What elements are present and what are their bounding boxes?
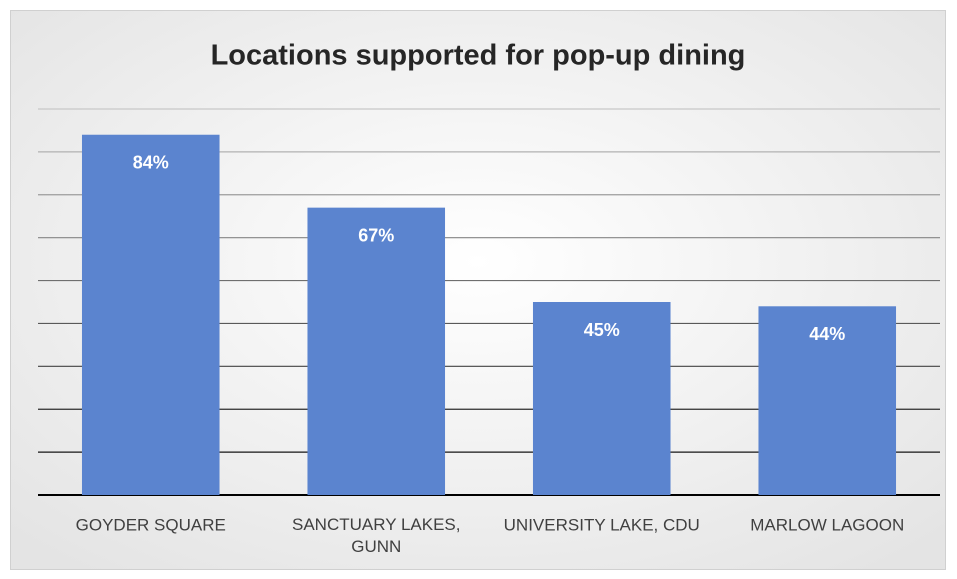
x-tick-label: MARLOW LAGOON [750, 515, 904, 534]
bar [81, 134, 220, 495]
x-tick-label-line: GUNN [351, 538, 401, 557]
data-label: 67% [358, 225, 394, 245]
chart-title: Locations supported for pop-up dining [211, 40, 746, 72]
bar [532, 302, 671, 495]
data-label: 44% [809, 324, 845, 344]
x-tick-label: UNIVERSITY LAKE, CDU [504, 515, 700, 534]
bar [307, 207, 446, 495]
bar [758, 306, 897, 495]
x-tick-label: GOYDER SQUARE [76, 515, 226, 534]
x-tick-label: SANCTUARY LAKES, GUNN [292, 515, 461, 556]
data-label: 84% [133, 152, 169, 172]
data-label: 45% [584, 320, 620, 340]
x-tick-label-line: SANCTUARY LAKES, [292, 515, 461, 534]
